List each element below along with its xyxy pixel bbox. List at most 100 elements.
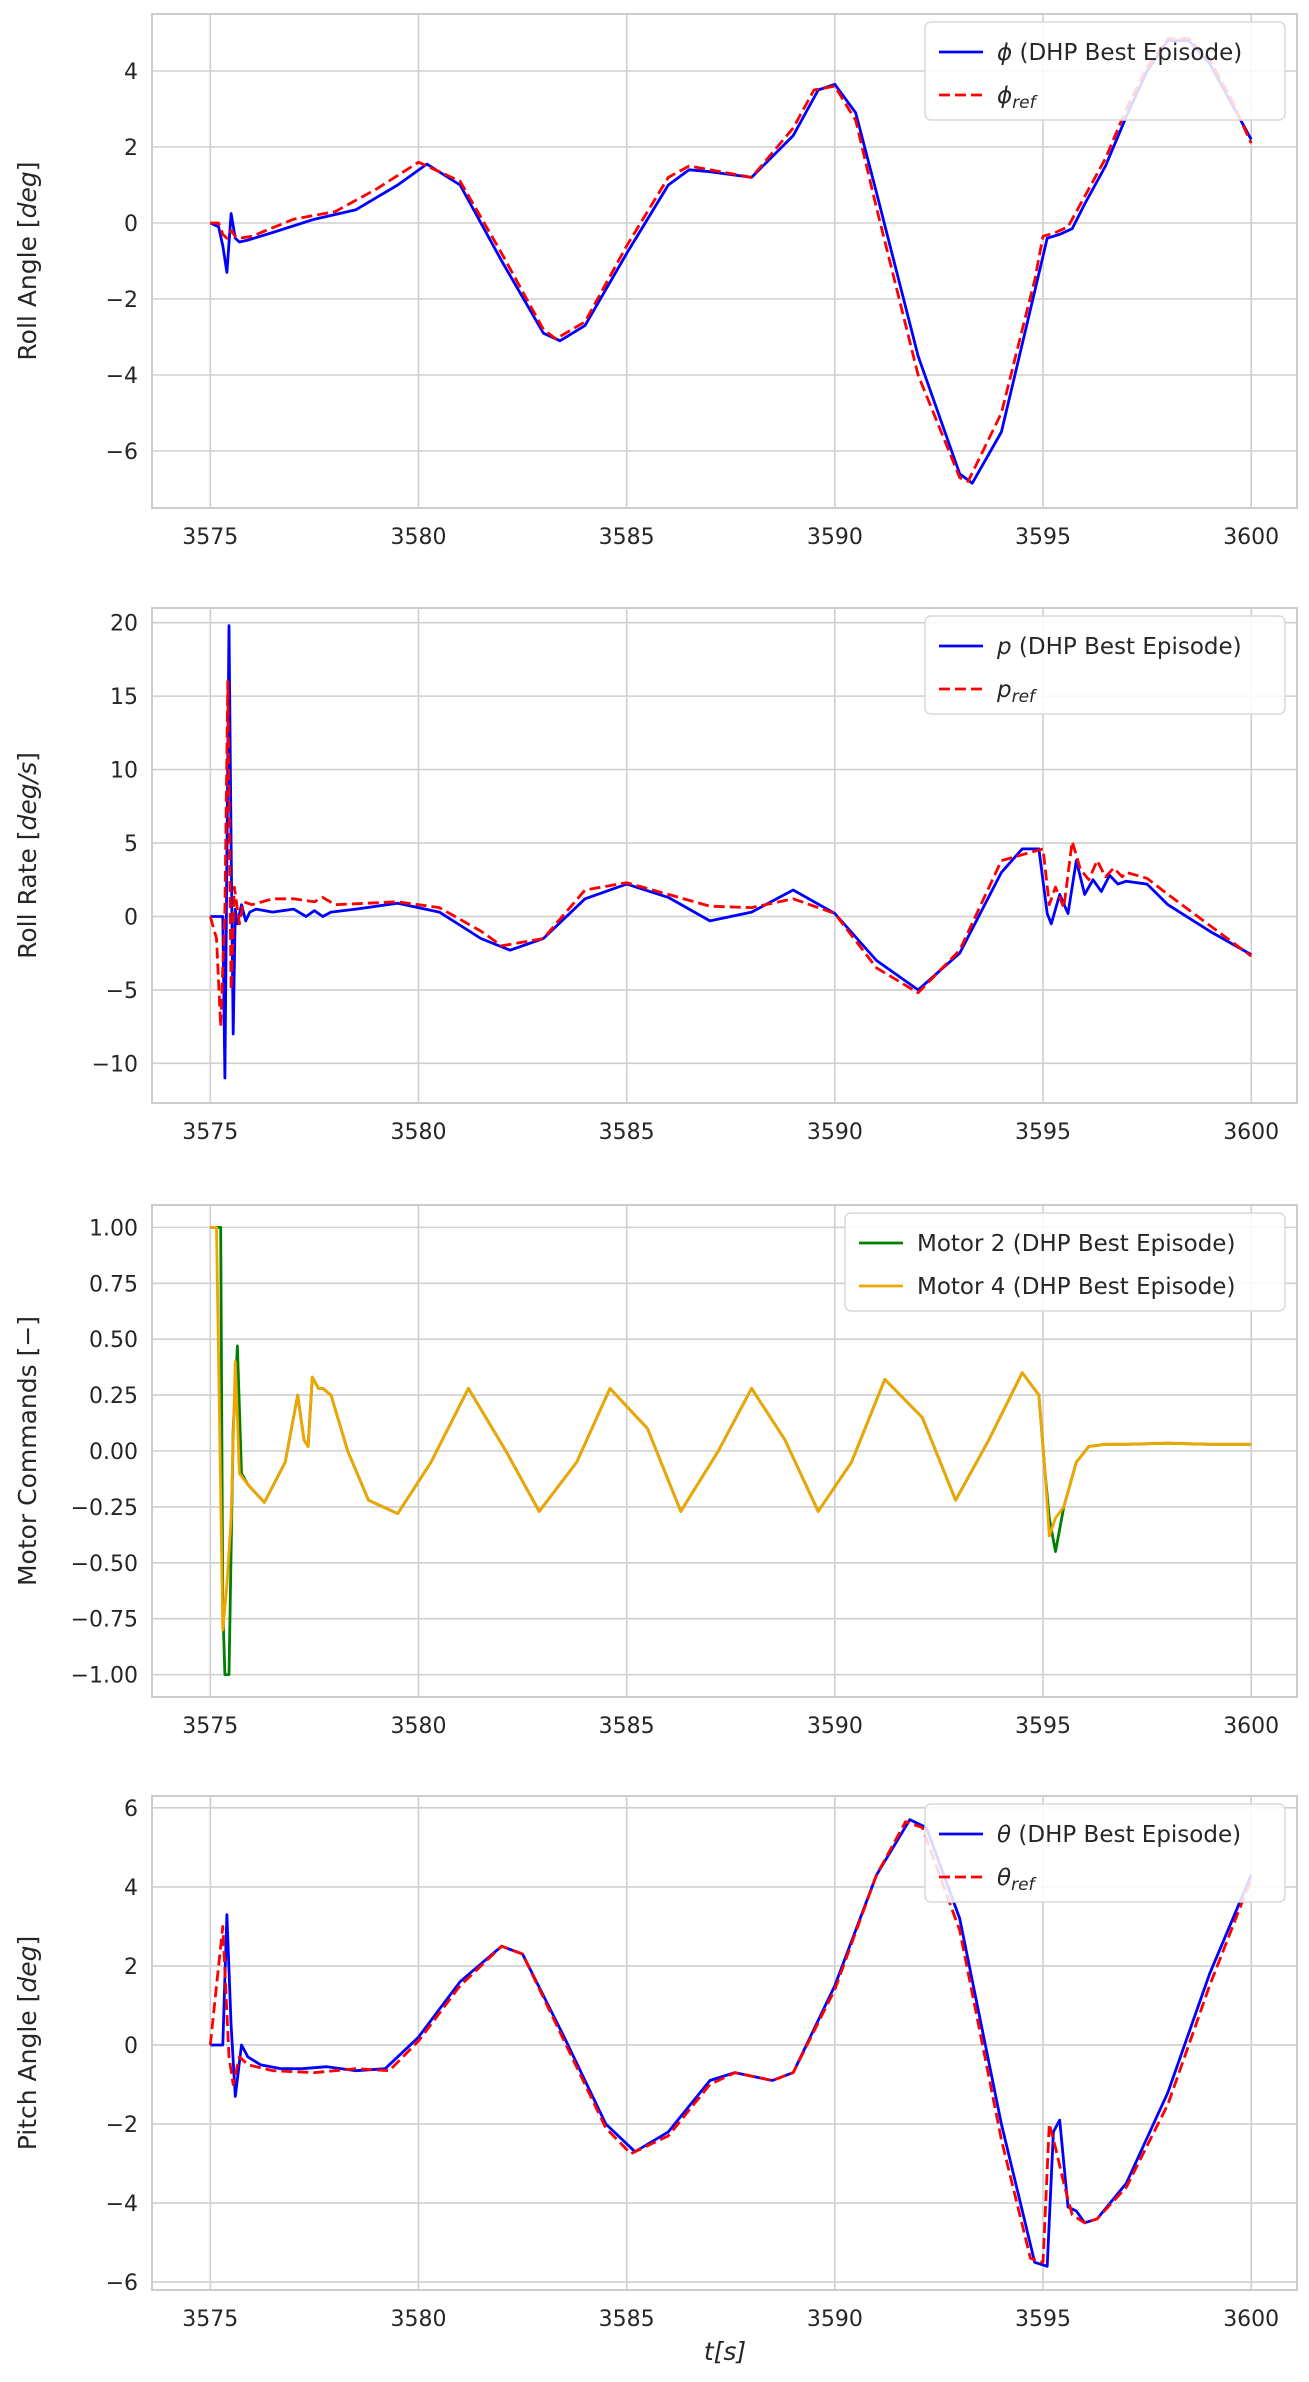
legend-entry-label: pref: [996, 677, 1038, 707]
y-tick-label: 4: [124, 60, 138, 85]
y-axis-label: Roll Angle [deg]: [13, 161, 42, 360]
legend-entry-part: (DHP Best Episode): [1012, 40, 1242, 66]
legend-box: [924, 1803, 1286, 1903]
y-tick-label: 0.25: [89, 1384, 138, 1409]
plot-frame: [151, 1795, 1298, 2291]
plot-frame: [151, 13, 1298, 509]
y-tick-label: −5: [106, 979, 138, 1004]
x-tick-label: 3590: [807, 1120, 863, 1145]
x-tick-label: 3585: [599, 1714, 655, 1739]
y-axis-label-part: ]: [13, 752, 42, 762]
legend-entry-label: Motor 2 (DHP Best Episode): [917, 1231, 1235, 1257]
legend-box: [924, 21, 1286, 121]
plot-frame: [151, 607, 1298, 1104]
x-tick-label: 3580: [390, 1714, 446, 1739]
series-group: [208, 624, 1253, 1080]
y-tick-label: 20: [110, 612, 138, 637]
x-tick-label: 3600: [1223, 2307, 1279, 2332]
legend-entry-part: ref: [1012, 687, 1038, 707]
x-tick-label: 3590: [807, 1714, 863, 1739]
y-tick-label: 2: [124, 1955, 138, 1980]
x-tick-label: 3575: [182, 1714, 238, 1739]
y-axis-label-part: Pitch Angle [: [13, 1993, 42, 2151]
y-tick-label: 1.00: [89, 1216, 138, 1241]
x-tick-label: 3595: [1015, 1714, 1071, 1739]
legend: θ (DHP Best Episode)θref: [924, 1803, 1286, 1903]
y-axis-label: Motor Commands [−]: [13, 1316, 42, 1586]
x-tick-label: 3580: [390, 2307, 446, 2332]
series-line-2: [208, 1820, 1253, 2264]
x-tick-label: 3575: [182, 1120, 238, 1145]
y-tick-label: 15: [110, 685, 138, 710]
y-tick-label: −2: [106, 2113, 138, 2138]
series-group: [208, 1818, 1253, 2268]
y-tick-label: 0: [124, 212, 138, 237]
y-axis-label-part: deg: [13, 1945, 42, 1992]
legend-entry-part: (DHP Best Episode): [1012, 634, 1242, 660]
legend-entry-part: ref: [1011, 1875, 1037, 1895]
x-tick-label: 3595: [1015, 1120, 1071, 1145]
x-tick-label: 3595: [1015, 525, 1071, 550]
x-tick-label: 3595: [1015, 2307, 1071, 2332]
legend-entry-part: θ: [997, 1865, 1011, 1891]
chart-panel-4: 3575 3580 3585 3590 3595 3600 6 4 2 0 −2 −4 −6 Pitch …: [13, 1795, 1298, 2332]
series-line-2: [210, 37, 1253, 483]
legend-entry-part: θ: [997, 1822, 1011, 1848]
y-axis-label-part: deg: [13, 171, 42, 218]
legend-box: [924, 615, 1286, 715]
x-tick-label: 3585: [599, 1120, 655, 1145]
chart-panel-3: 3575 3580 3585 3590 3595 3600 1.00 0.75 0.50 0.25…: [13, 1204, 1298, 1739]
chart-panel-1: 3575 3580 3585 3590 3595 3600 4 2 0 −2 −4 −6 Roll An…: [13, 13, 1298, 550]
y-tick-label: 10: [110, 759, 138, 784]
legend-entry-part: p: [996, 634, 1012, 660]
legend: p (DHP Best Episode)pref: [924, 615, 1286, 715]
x-tick-label: 3585: [599, 525, 655, 550]
x-tick-label: 3600: [1223, 525, 1279, 550]
series-line-2: [210, 1226, 1252, 1632]
plot-frame: [151, 1204, 1298, 1698]
x-tick-label: 3575: [182, 2307, 238, 2332]
x-tick-label: 3600: [1223, 1714, 1279, 1739]
y-tick-label: −0.50: [71, 1552, 138, 1577]
legend: Motor 2 (DHP Best Episode) Motor 4 (DHP B…: [844, 1212, 1286, 1312]
y-tick-label: −10: [92, 1052, 138, 1077]
chart-panel-2: 3575 3580 3585 3590 3595 3600 20 15 10 5 0 −5 −10 Rol…: [13, 607, 1298, 1145]
series-group: [210, 1226, 1252, 1676]
y-tick-label: −1.00: [71, 1664, 138, 1689]
legend-entry-part: (DHP Best Episode): [1011, 1822, 1241, 1848]
y-tick-label: 0.50: [89, 1328, 138, 1353]
legend-entry-label: Motor 4 (DHP Best Episode): [917, 1274, 1235, 1300]
legend-entry-label: θref: [997, 1865, 1038, 1895]
legend: ϕ (DHP Best Episode)ϕref: [924, 21, 1286, 121]
series-group: [209, 37, 1253, 485]
y-axis-label-part: ]: [13, 161, 42, 171]
legend-box: [844, 1212, 1286, 1312]
x-tick-label: 3590: [807, 2307, 863, 2332]
y-tick-label: −0.75: [71, 1608, 138, 1633]
x-tick-label: 3575: [182, 525, 238, 550]
y-axis-label-part: Motor Commands [−]: [13, 1316, 42, 1586]
legend-entry-part: ϕ: [997, 40, 1012, 66]
y-axis-label: Roll Rate [deg/s]: [13, 752, 42, 959]
x-tick-label: 3585: [599, 2307, 655, 2332]
y-tick-label: −0.25: [71, 1496, 138, 1521]
y-tick-label: 2: [124, 136, 138, 161]
y-tick-label: 0.75: [89, 1272, 138, 1297]
y-tick-label: 0: [124, 905, 138, 930]
y-tick-label: −6: [106, 2271, 138, 2296]
series-line-2: [208, 680, 1253, 1028]
y-axis-label-part: deg/s: [13, 762, 42, 831]
y-axis-label-part: Roll Rate [: [13, 830, 42, 958]
x-axis-label: t[s]: [704, 2337, 746, 2366]
y-tick-label: 4: [124, 1876, 138, 1901]
legend-entry-label: ϕ (DHP Best Episode): [997, 40, 1242, 66]
y-tick-label: −4: [106, 364, 138, 389]
legend-entry-part: ref: [1012, 93, 1038, 113]
legend-entry-part: p: [996, 677, 1012, 703]
y-tick-label: 6: [124, 1797, 138, 1822]
y-tick-label: 5: [124, 832, 138, 857]
y-tick-label: −4: [106, 2192, 138, 2217]
legend-entry-part: ϕ: [997, 83, 1012, 109]
y-tick-label: 0: [124, 2034, 138, 2059]
